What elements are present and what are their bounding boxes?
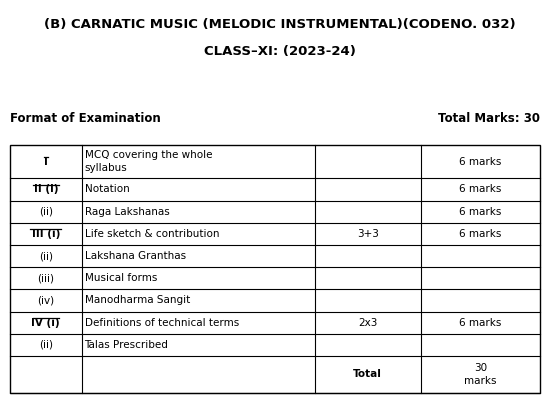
Text: Lakshana Granthas: Lakshana Granthas [85,251,186,261]
Text: 3+3: 3+3 [357,229,379,239]
Text: Life sketch & contribution: Life sketch & contribution [85,229,219,239]
Text: 30
marks: 30 marks [464,363,497,386]
Text: (ii): (ii) [39,207,53,217]
Text: 2x3: 2x3 [358,318,377,328]
Bar [10,145,540,393]
Text: III (i): III (i) [31,229,60,239]
Text: II (i): II (i) [34,184,58,194]
Text: Total: Total [353,369,382,379]
Text: 6 marks: 6 marks [459,207,502,217]
Text: 6 marks: 6 marks [459,229,502,239]
Text: MCQ covering the whole
syllabus: MCQ covering the whole syllabus [85,150,212,173]
Text: Definitions of technical terms: Definitions of technical terms [85,318,239,328]
Text: I: I [44,157,48,167]
Text: Total Marks: 30: Total Marks: 30 [438,112,540,125]
Text: IV (i): IV (i) [31,318,60,328]
Text: Musical forms: Musical forms [85,273,157,283]
Text: (ii): (ii) [39,251,53,261]
Text: Manodharma Sangit: Manodharma Sangit [85,296,190,306]
Text: Raga Lakshanas: Raga Lakshanas [85,207,169,217]
Text: (B) CARNATIC MUSIC (MELODIC INSTRUMENTAL)(CODENO. 032): (B) CARNATIC MUSIC (MELODIC INSTRUMENTAL… [44,18,516,31]
Text: CLASS–XI: (2023-24): CLASS–XI: (2023-24) [204,45,356,58]
Text: 6 marks: 6 marks [459,318,502,328]
Text: (iii): (iii) [38,273,54,283]
Text: Talas Prescribed: Talas Prescribed [85,340,169,350]
Text: (iv): (iv) [37,296,54,306]
Text: (ii): (ii) [39,340,53,350]
Text: Format of Examination: Format of Examination [10,112,161,125]
Text: 6 marks: 6 marks [459,157,502,167]
Text: 6 marks: 6 marks [459,184,502,194]
Text: Notation: Notation [85,184,129,194]
